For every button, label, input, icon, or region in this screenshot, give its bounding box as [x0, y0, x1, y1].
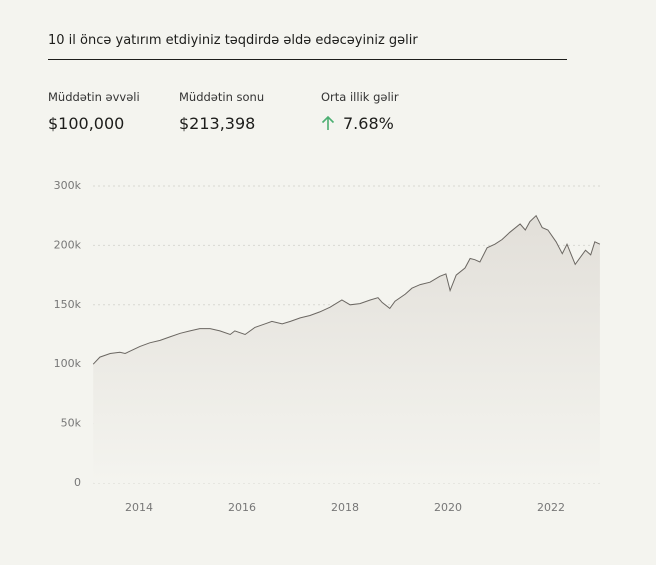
stat-label: Orta illik gəlir: [321, 90, 399, 104]
y-tick-label: 200k: [54, 238, 82, 251]
stat-label: Müddətin sonu: [179, 90, 265, 104]
x-tick-label: 2016: [228, 501, 256, 514]
line: [92, 214, 601, 365]
stat: Müddətin sonu $213,398: [179, 90, 264, 133]
divider: [48, 59, 567, 60]
y-tick-label: 150k: [54, 298, 82, 311]
stat-value-row: 7.68%: [321, 114, 399, 133]
x-tick-label: 2018: [331, 501, 359, 514]
x-tick-label: 2014: [125, 501, 153, 514]
y-tick-label: 50k: [61, 417, 82, 430]
stat-label: Müddətin əvvəli: [48, 90, 140, 104]
area: [93, 215, 600, 483]
stat-value: 7.68%: [343, 114, 394, 133]
y-tick-label: 0: [74, 476, 81, 489]
stat-value: $213,398: [179, 114, 256, 133]
stat-value: $100,000: [48, 114, 125, 133]
x-tick-label: 2022: [537, 501, 565, 514]
x-tick-label: 2020: [434, 501, 462, 514]
y-tick-label: 300k: [54, 179, 82, 192]
stat: Orta illik gəlir 7.68%: [321, 90, 399, 133]
title: 10 il öncə yatırım etdiyiniz təqdirdə əl…: [48, 33, 418, 48]
y-tick-label: 100k: [54, 357, 82, 370]
stat: Müddətin əvvəli $100,000: [48, 90, 140, 133]
up-arrow: [321, 115, 335, 130]
